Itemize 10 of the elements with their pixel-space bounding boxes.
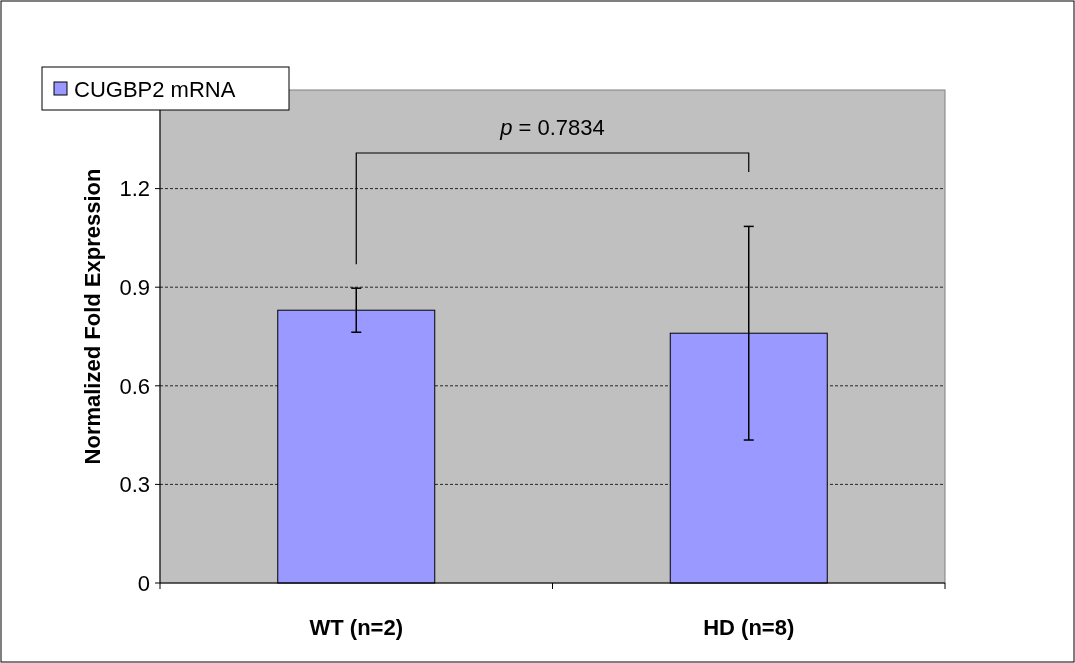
annotation: p = 0.7834 [499, 115, 605, 140]
x-tick-label: HD (n=8) [703, 615, 795, 640]
y-tick-label: 0.6 [119, 373, 150, 399]
y-tick-label: 1.2 [119, 176, 150, 202]
y-tick-label: 0.9 [119, 274, 150, 300]
y-tick-label: 0 [137, 570, 150, 596]
y-axis-title: Normalized Fold Expression [80, 168, 105, 465]
y-tick-label: 0.3 [119, 472, 150, 498]
x-tick-label: WT (n=2) [309, 615, 403, 640]
legend-label: CUGBP2 mRNA [74, 76, 236, 102]
